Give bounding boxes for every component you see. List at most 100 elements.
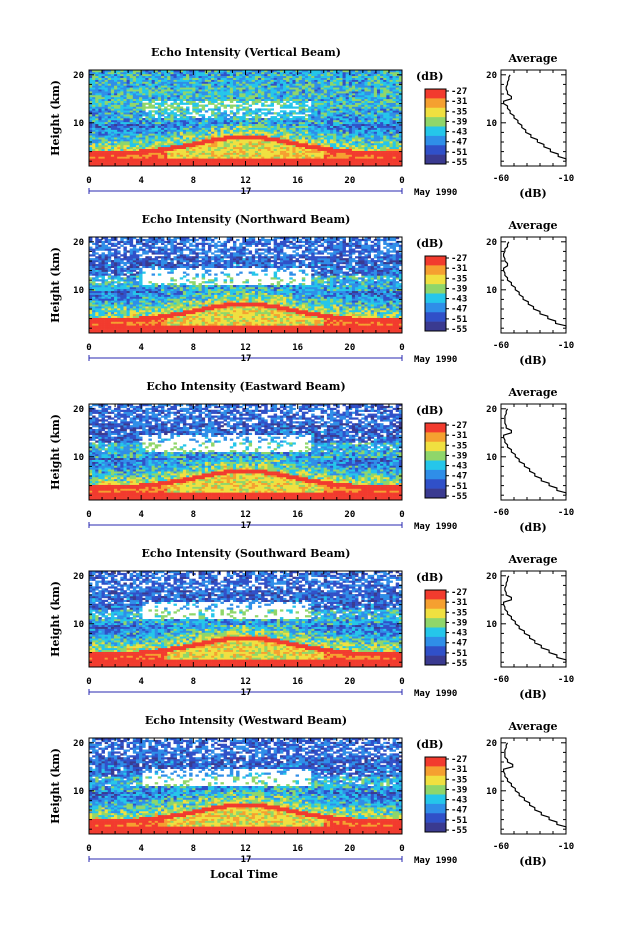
heatmap-cell — [261, 152, 265, 155]
heatmap-cell — [135, 93, 140, 96]
heatmap-cell — [283, 94, 287, 98]
heatmap-cell — [314, 89, 318, 92]
heatmap-cell — [135, 331, 140, 334]
heatmap-cell — [361, 71, 365, 75]
heatmap-cell — [251, 71, 256, 75]
heatmap-cell — [376, 77, 381, 80]
heatmap-cell — [229, 116, 234, 119]
heatmap-cell — [220, 83, 224, 86]
heatmap-cell — [132, 158, 137, 161]
heatmap-cell — [286, 137, 290, 140]
heatmap-cell — [135, 70, 140, 73]
heatmap-cell — [311, 100, 315, 103]
heatmap-cell — [245, 125, 249, 128]
heatmap-cell — [311, 108, 315, 111]
heatmap-cell — [192, 156, 196, 159]
heatmap-cell — [164, 160, 168, 163]
heatmap-cell — [289, 162, 293, 165]
heatmap-cell — [345, 94, 350, 98]
heatmap-cell — [389, 123, 393, 126]
heatmap-cell — [95, 164, 99, 167]
heatmap-cell — [336, 127, 340, 130]
heatmap-cell — [157, 71, 162, 75]
heatmap-cell — [361, 96, 365, 100]
heatmap-cell — [195, 141, 199, 144]
heatmap-cell — [135, 114, 140, 117]
heatmap-cell — [192, 118, 196, 121]
heatmap-cell — [339, 93, 343, 96]
heatmap-cell — [326, 118, 331, 121]
heatmap-cell — [336, 125, 340, 128]
heatmap-cell — [135, 127, 140, 130]
heatmap-cell — [98, 162, 102, 165]
heatmap-cell — [154, 112, 159, 115]
heatmap-cell — [195, 123, 199, 126]
heatmap-cell — [323, 96, 328, 100]
heatmap-cell — [157, 146, 162, 150]
heatmap-cell — [211, 110, 215, 113]
heatmap-cell — [170, 73, 174, 77]
heatmap-cell — [245, 114, 249, 117]
heatmap-cell — [376, 141, 381, 144]
heatmap-cell — [92, 70, 96, 73]
heatmap-cell — [333, 85, 337, 88]
heatmap-cell — [89, 123, 93, 126]
heatmap-cell — [236, 79, 240, 82]
heatmap-cell — [245, 79, 249, 82]
heatmap-cell — [167, 146, 171, 150]
heatmap-cell — [182, 85, 187, 88]
heatmap-cell — [323, 87, 328, 90]
heatmap-cell — [126, 106, 130, 109]
heatmap-cell — [173, 164, 177, 167]
heatmap-cell — [223, 164, 228, 167]
heatmap-cell — [279, 118, 284, 121]
heatmap-cell — [326, 131, 331, 134]
heatmap-cell — [107, 156, 112, 159]
heatmap-cell — [239, 152, 243, 155]
heatmap-cell — [239, 93, 243, 96]
heatmap-cell — [301, 75, 306, 78]
heatmap-cell — [151, 123, 156, 126]
heatmap-cell — [383, 114, 387, 117]
heatmap-cell — [198, 81, 202, 84]
heatmap-cell — [286, 79, 290, 82]
heatmap-cell — [251, 139, 256, 142]
heatmap-cell — [217, 71, 221, 75]
heatmap-cell — [239, 144, 243, 148]
heatmap-cell — [173, 102, 177, 105]
heatmap-cell — [311, 85, 315, 88]
heatmap-cell — [351, 148, 356, 151]
heatmap-cell — [167, 133, 171, 136]
heatmap-cell — [258, 121, 262, 125]
heatmap-cell — [223, 87, 228, 90]
heatmap-cell — [380, 135, 384, 138]
heatmap-cell — [376, 152, 381, 155]
heatmap-cell — [298, 83, 303, 86]
heatmap-cell — [251, 94, 256, 98]
heatmap-cell — [279, 141, 284, 144]
heatmap-cell — [251, 156, 256, 159]
heatmap-cell — [301, 106, 306, 109]
heatmap-cell — [351, 127, 356, 130]
heatmap-cell — [217, 123, 221, 126]
heatmap-cell — [176, 85, 181, 88]
heatmap-cell — [145, 73, 149, 77]
heatmap-cell — [320, 137, 325, 140]
heatmap-cell — [317, 139, 321, 142]
heatmap-cell — [229, 141, 234, 144]
heatmap-cell — [236, 156, 240, 159]
heatmap-cell — [139, 100, 143, 103]
heatmap-cell — [126, 129, 130, 132]
heatmap-cell — [236, 81, 240, 84]
heatmap-cell — [308, 79, 312, 82]
heatmap-cell — [176, 87, 181, 90]
heatmap-cell — [304, 148, 309, 151]
heatmap-cell — [179, 87, 184, 90]
heatmap-cell — [339, 119, 343, 123]
heatmap-cell — [279, 148, 284, 151]
heatmap-cell — [292, 129, 296, 132]
heatmap-cell — [317, 148, 321, 151]
heatmap-cell — [358, 162, 362, 165]
heatmap-cell — [380, 79, 384, 82]
heatmap-cell — [333, 106, 337, 109]
